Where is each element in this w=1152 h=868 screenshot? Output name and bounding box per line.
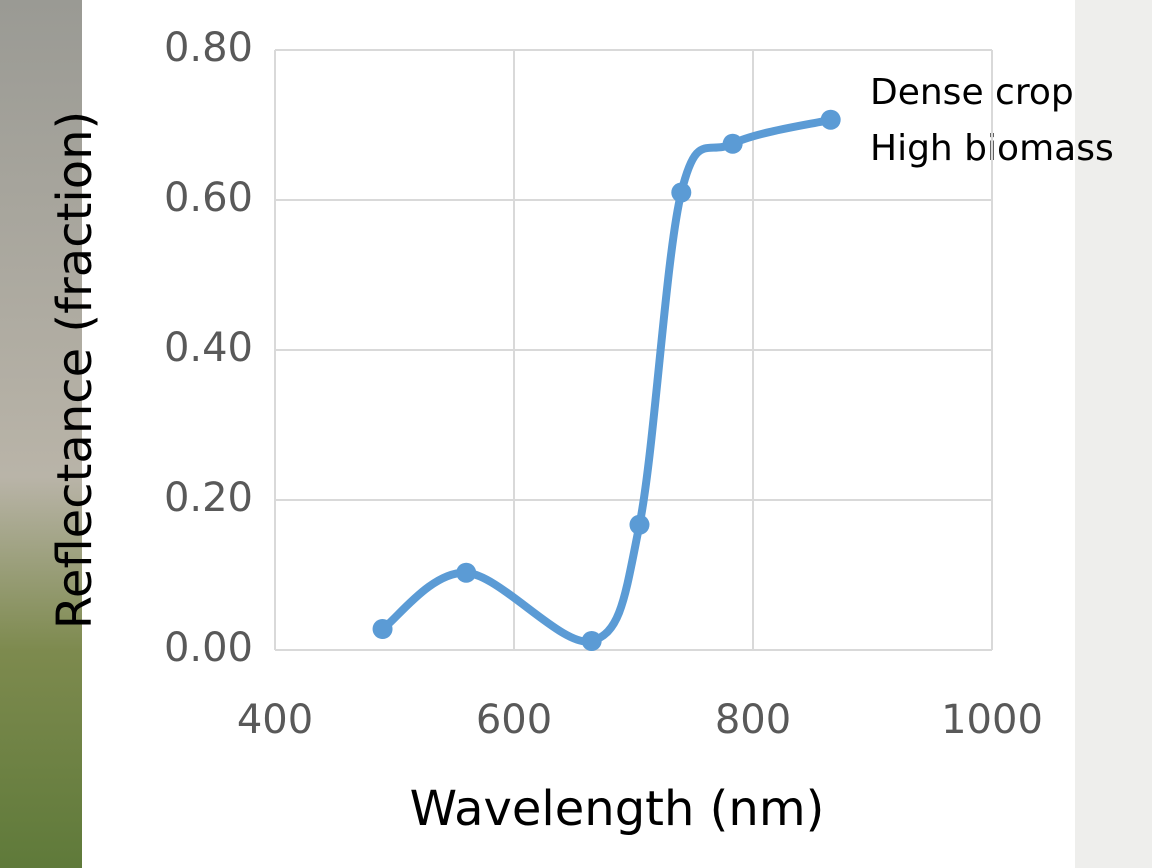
point <box>820 109 841 130</box>
x-tick-label: 800 <box>715 697 791 743</box>
x-tick-label: 400 <box>237 697 313 743</box>
background-right <box>1075 0 1152 868</box>
y-axis-title: Reflectance (fraction) <box>47 111 103 630</box>
y-tick-label: 0.80 <box>164 25 253 71</box>
point <box>629 514 650 535</box>
y-tick-label: 0.40 <box>164 325 253 371</box>
x-tick-label: 1000 <box>941 697 1043 743</box>
x-tick-label: 600 <box>476 697 552 743</box>
point <box>671 182 692 203</box>
point <box>722 133 743 154</box>
point <box>581 631 602 651</box>
background-photo <box>0 0 82 868</box>
chart-panel <box>82 0 1075 868</box>
point <box>456 562 477 583</box>
y-tick-label: 0.00 <box>164 625 253 671</box>
x-axis-title: Wavelength (nm) <box>410 781 825 837</box>
y-tick-label: 0.20 <box>164 475 253 521</box>
point <box>372 619 393 639</box>
y-tick-label: 0.60 <box>164 175 253 221</box>
annotation: Dense crop <box>870 72 1074 113</box>
